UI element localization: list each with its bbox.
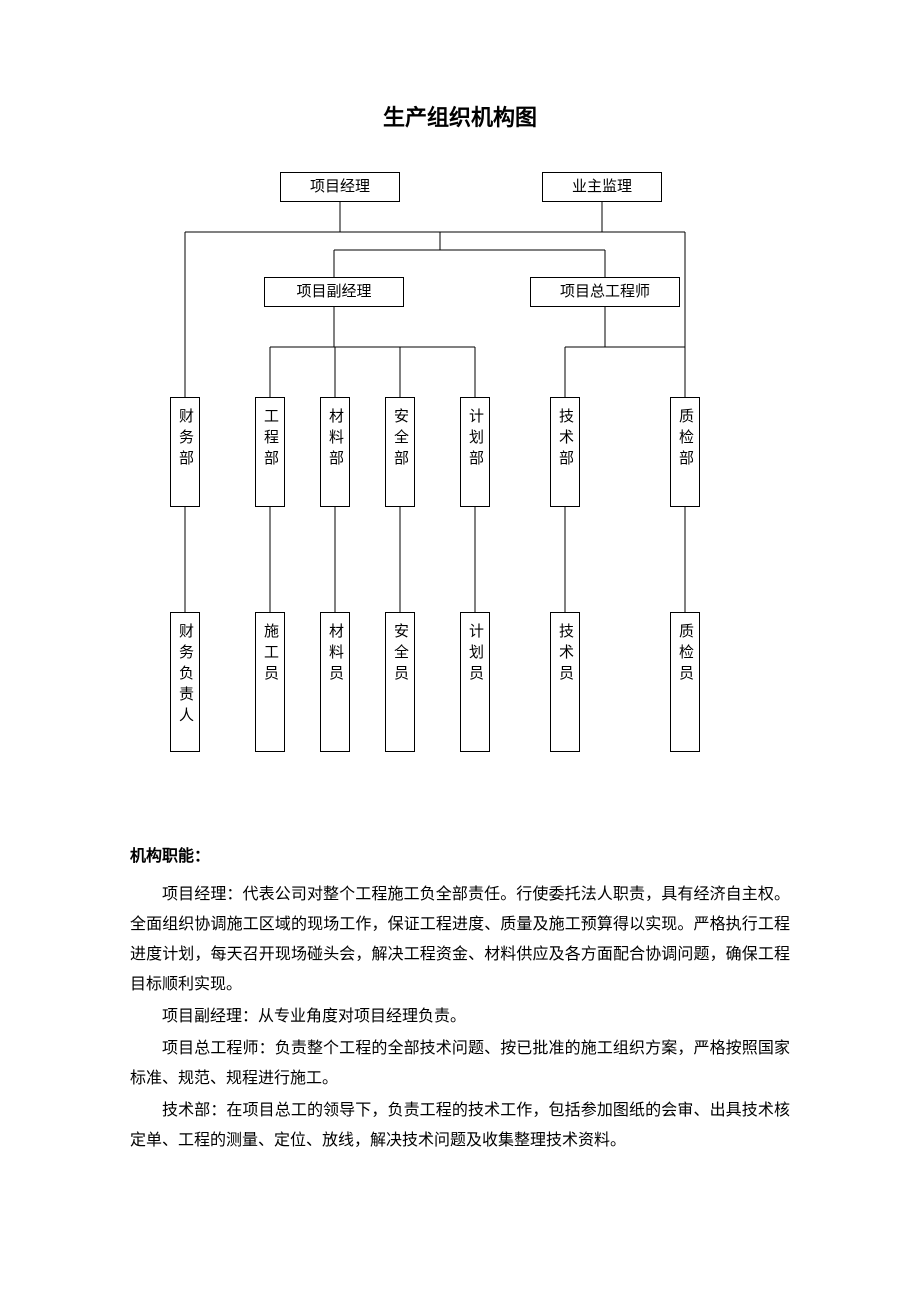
org-node-fin: 财务部 [170, 397, 200, 507]
org-node-saf2: 安全员 [385, 612, 415, 752]
paragraph-tech: 技术部：在项目总工的领导下，负责工程的技术工作，包括参加图纸的会审、出具技术核定… [130, 1096, 790, 1156]
org-node-plan: 计划部 [460, 397, 490, 507]
org-node-tech2: 技术员 [550, 612, 580, 752]
paragraph-ce: 项目总工程师：负责整个工程的全部技术问题、按已批准的施工组织方案，严格按照国家标… [130, 1034, 790, 1094]
org-node-qc: 质检部 [670, 397, 700, 507]
org-node-fin2: 财务负责人 [170, 612, 200, 752]
org-node-saf: 安全部 [385, 397, 415, 507]
org-node-pm: 项目经理 [280, 172, 400, 202]
org-node-tech: 技术部 [550, 397, 580, 507]
org-node-qc2: 质检员 [670, 612, 700, 752]
org-node-ce: 项目总工程师 [530, 277, 680, 307]
org-node-mat: 材料部 [320, 397, 350, 507]
paragraph-pm: 项目经理：代表公司对整个工程施工负全部责任。行使委托法人职责，具有经济自主权。全… [130, 880, 790, 1000]
org-node-dpm: 项目副经理 [264, 277, 404, 307]
paragraph-dpm: 项目副经理：从专业角度对项目经理负责。 [130, 1002, 790, 1032]
org-node-plan2: 计划员 [460, 612, 490, 752]
page-title: 生产组织机构图 [130, 100, 790, 132]
org-node-eng2: 施工员 [255, 612, 285, 752]
org-node-mat2: 材料员 [320, 612, 350, 752]
org-chart: 项目经理 业主监理项目副经理 项目总工程师财务部 工程部 材料部 安全部 计划部 技术部 质检部… [160, 172, 760, 812]
org-node-own: 业主监理 [542, 172, 662, 202]
org-node-eng: 工程部 [255, 397, 285, 507]
section-heading: 机构职能： [130, 842, 790, 866]
